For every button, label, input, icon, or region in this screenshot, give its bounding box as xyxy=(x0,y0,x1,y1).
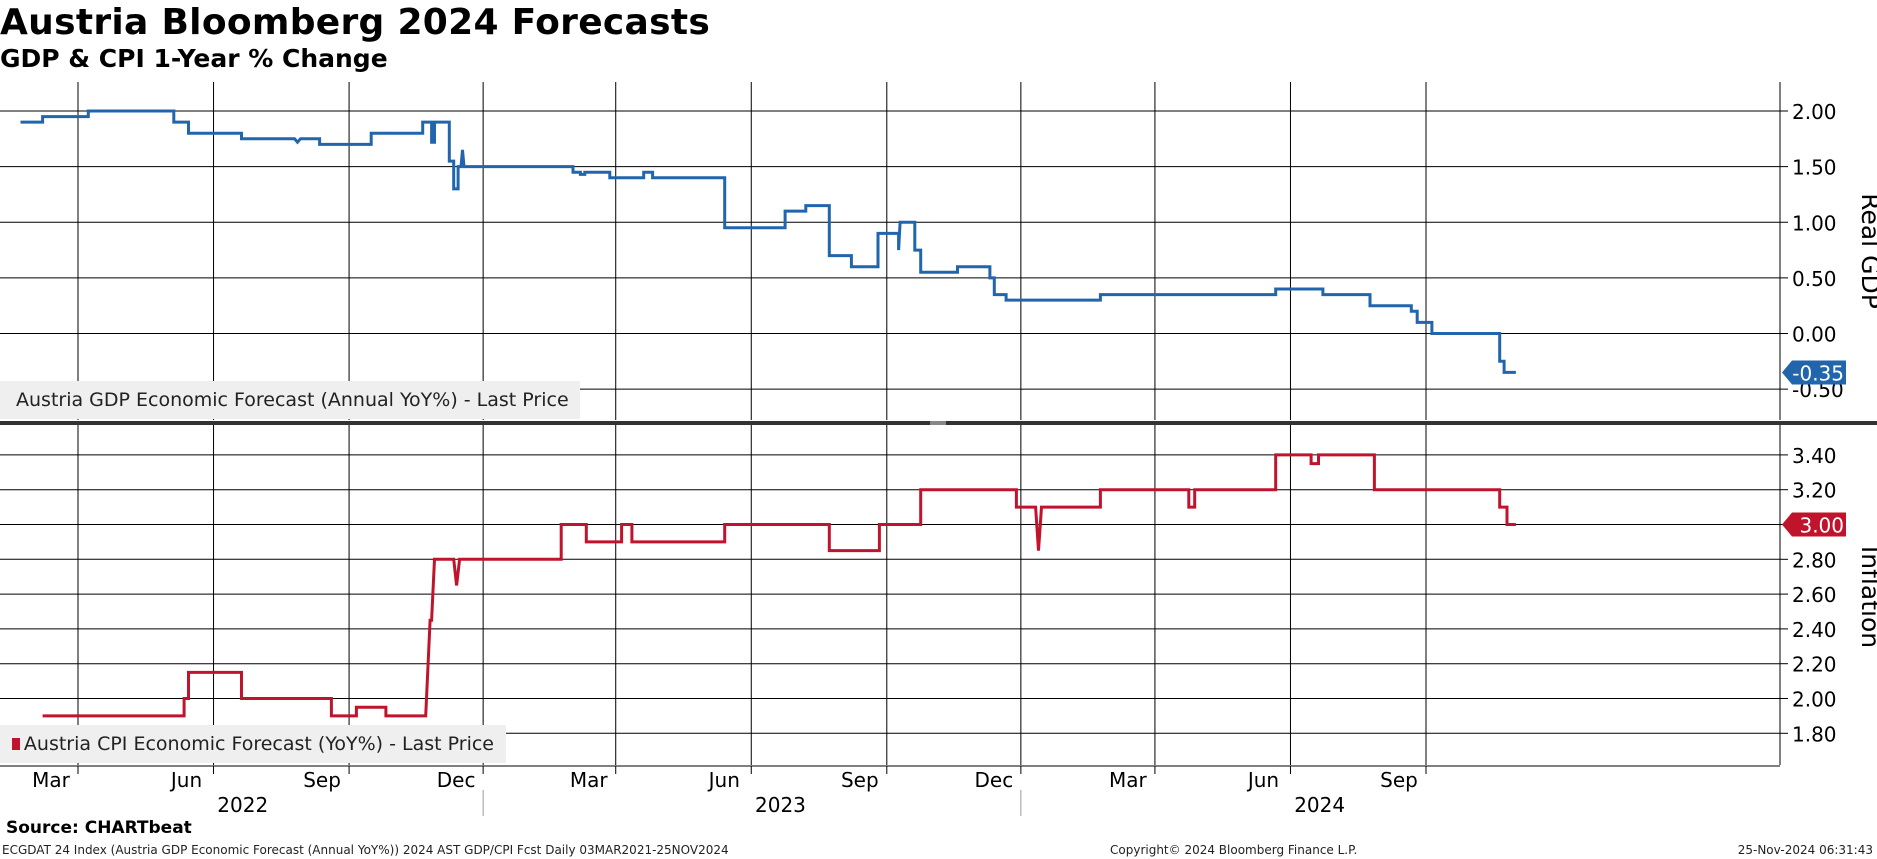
legend-cpi-swatch xyxy=(12,738,20,750)
cpi-panel-ytick-label: 2.20 xyxy=(1792,653,1837,677)
source-label: Source: CHARTbeat xyxy=(6,818,192,838)
cpi-panel-last-value-tag xyxy=(1782,512,1846,537)
cpi-panel-ytick-label: 2.40 xyxy=(1792,618,1837,642)
cpi-panel-ylabel: Inflation xyxy=(1856,546,1877,648)
cpi-panel-ytick-label: 2.00 xyxy=(1792,688,1837,712)
gdp-panel-ytick-label: 0.00 xyxy=(1792,323,1837,347)
legend-cpi: Austria CPI Economic Forecast (YoY%) - L… xyxy=(0,725,506,763)
cpi-panel-last-value-label: 3.00 xyxy=(1799,514,1844,538)
legend-cpi-label: Austria CPI Economic Forecast (YoY%) - L… xyxy=(23,733,494,755)
xaxis-month-label: Mar xyxy=(1109,768,1148,792)
gdp-panel-last-value-tag xyxy=(1782,360,1846,385)
xaxis-month-label: Sep xyxy=(303,768,341,792)
chart-title: Austria Bloomberg 2024 Forecasts xyxy=(0,2,711,43)
xaxis-year-label: 2024 xyxy=(1294,793,1345,817)
legend-gdp: Austria GDP Economic Forecast (Annual Yo… xyxy=(0,381,580,419)
legend-gdp-label: Austria GDP Economic Forecast (Annual Yo… xyxy=(16,389,569,411)
gdp-panel-ytick-label: 2.00 xyxy=(1792,100,1837,124)
xaxis-month-label: Dec xyxy=(975,768,1014,792)
xaxis-month-label: Jun xyxy=(169,768,202,792)
panel-separator-handle xyxy=(930,421,946,425)
footer-copyright: Copyright© 2024 Bloomberg Finance L.P. xyxy=(1110,843,1358,857)
gdp-panel-ytick-label: 1.00 xyxy=(1792,211,1837,235)
xaxis-month-label: Mar xyxy=(32,768,71,792)
xaxis-month-label: Jun xyxy=(707,768,740,792)
cpi-panel-ytick-label: 3.40 xyxy=(1792,444,1837,468)
chart-subtitle: GDP & CPI 1-Year % Change xyxy=(0,44,388,73)
xaxis-month-label: Mar xyxy=(570,768,609,792)
footer-timestamp: 25-Nov-2024 06:31:43 xyxy=(1737,843,1873,857)
xaxis-month-label: Dec xyxy=(437,768,476,792)
xaxis-month-label: Sep xyxy=(841,768,879,792)
cpi-panel-ytick-label: 1.80 xyxy=(1792,722,1837,746)
gdp-panel-ytick-label: 0.50 xyxy=(1792,267,1837,291)
cpi-panel-series-line xyxy=(42,453,1516,718)
gdp-panel-ylabel: Real GDP xyxy=(1856,193,1877,309)
xaxis-month-label: Sep xyxy=(1380,768,1418,792)
cpi-panel-ytick-label: 3.20 xyxy=(1792,479,1837,503)
gdp-panel-ytick-label: 1.50 xyxy=(1792,156,1837,180)
xaxis-year-label: 2022 xyxy=(217,793,268,817)
cpi-panel-ytick-label: 2.60 xyxy=(1792,583,1837,607)
cpi-panel-ytick-label: 2.80 xyxy=(1792,548,1837,572)
gdp-panel-last-value-label: -0.35 xyxy=(1792,361,1844,385)
footer-ticker-line: ECGDAT 24 Index (Austria GDP Economic Fo… xyxy=(2,843,729,857)
xaxis-month-label: Jun xyxy=(1246,768,1279,792)
xaxis-year-label: 2023 xyxy=(755,793,806,817)
gdp-panel-series-line xyxy=(20,109,1516,374)
